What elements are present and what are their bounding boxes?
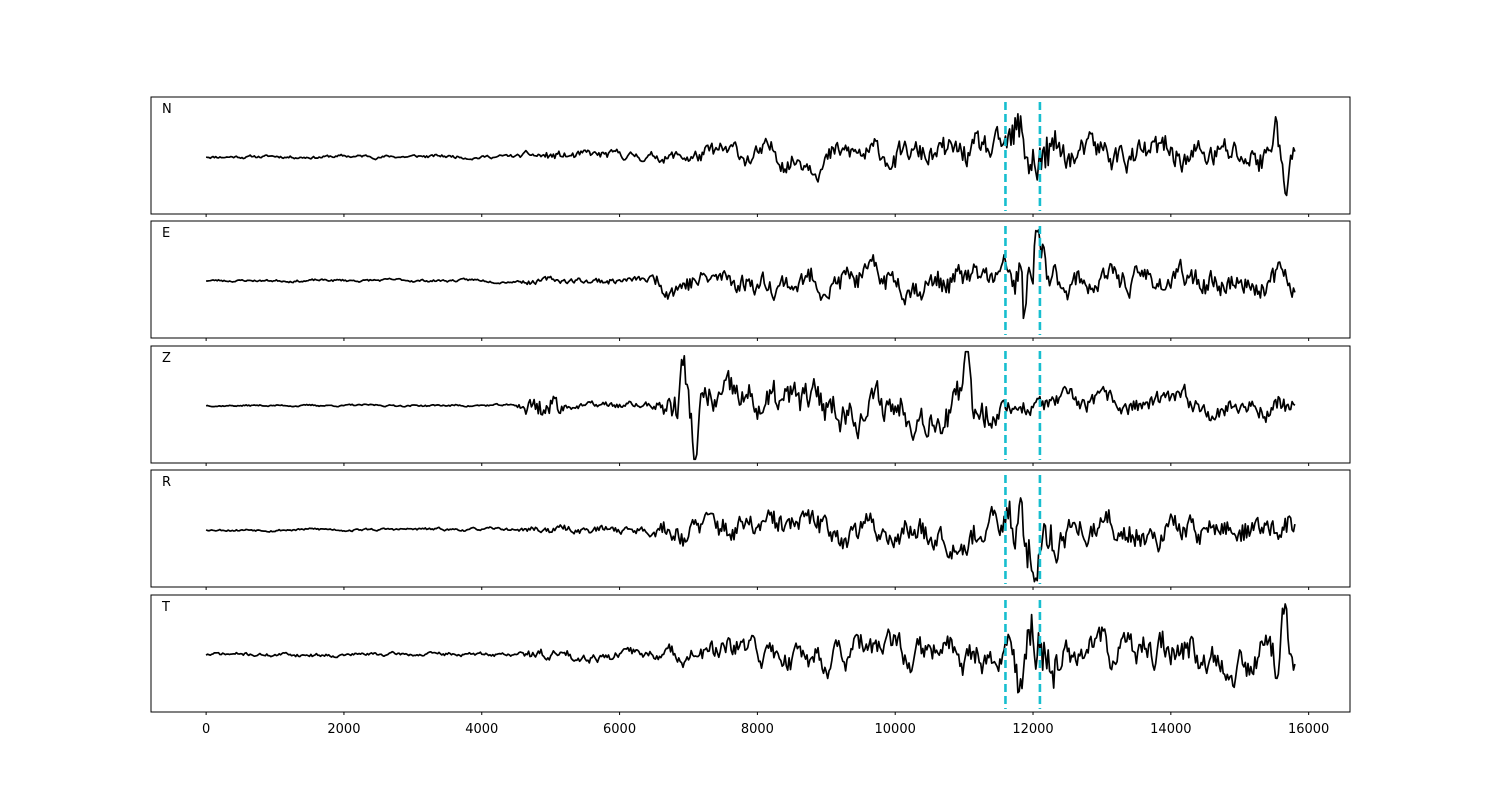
trace-z bbox=[205, 350, 1296, 461]
x-tick-label: 10000 bbox=[875, 722, 916, 737]
x-tick-label: 16000 bbox=[1288, 722, 1329, 737]
panel-frame bbox=[150, 220, 1351, 339]
panel-z: Z bbox=[150, 345, 1351, 466]
trace-n bbox=[205, 112, 1296, 197]
panel-frame bbox=[150, 469, 1351, 588]
x-tick-label: 14000 bbox=[1150, 722, 1191, 737]
x-tick-label: 4000 bbox=[465, 722, 498, 737]
panel-n: N bbox=[150, 96, 1351, 217]
panel-frame bbox=[150, 345, 1351, 464]
panel-r: R bbox=[150, 469, 1351, 590]
panel-e: E bbox=[150, 220, 1351, 341]
x-tick-label: 2000 bbox=[327, 722, 360, 737]
trace-e bbox=[206, 229, 1296, 320]
panel-label: E bbox=[162, 226, 170, 241]
panels: N E Z R T bbox=[150, 96, 1351, 715]
x-tick-label: 0 bbox=[202, 722, 210, 737]
trace-t bbox=[205, 603, 1296, 694]
panel-t: T bbox=[150, 594, 1351, 715]
panel-frame bbox=[150, 96, 1351, 215]
panel-label: R bbox=[162, 475, 171, 490]
panel-label: T bbox=[161, 600, 170, 615]
x-tick-label: 8000 bbox=[741, 722, 774, 737]
panel-label: N bbox=[162, 102, 172, 117]
trace-r bbox=[205, 497, 1296, 583]
x-tick-label: 12000 bbox=[1012, 722, 1053, 737]
x-tick-label: 6000 bbox=[603, 722, 636, 737]
x-axis: 0 2000 4000 6000 8000 10000 12000 14000 16000 bbox=[202, 722, 1329, 737]
panel-label: Z bbox=[162, 351, 171, 366]
panel-frame bbox=[150, 594, 1351, 713]
